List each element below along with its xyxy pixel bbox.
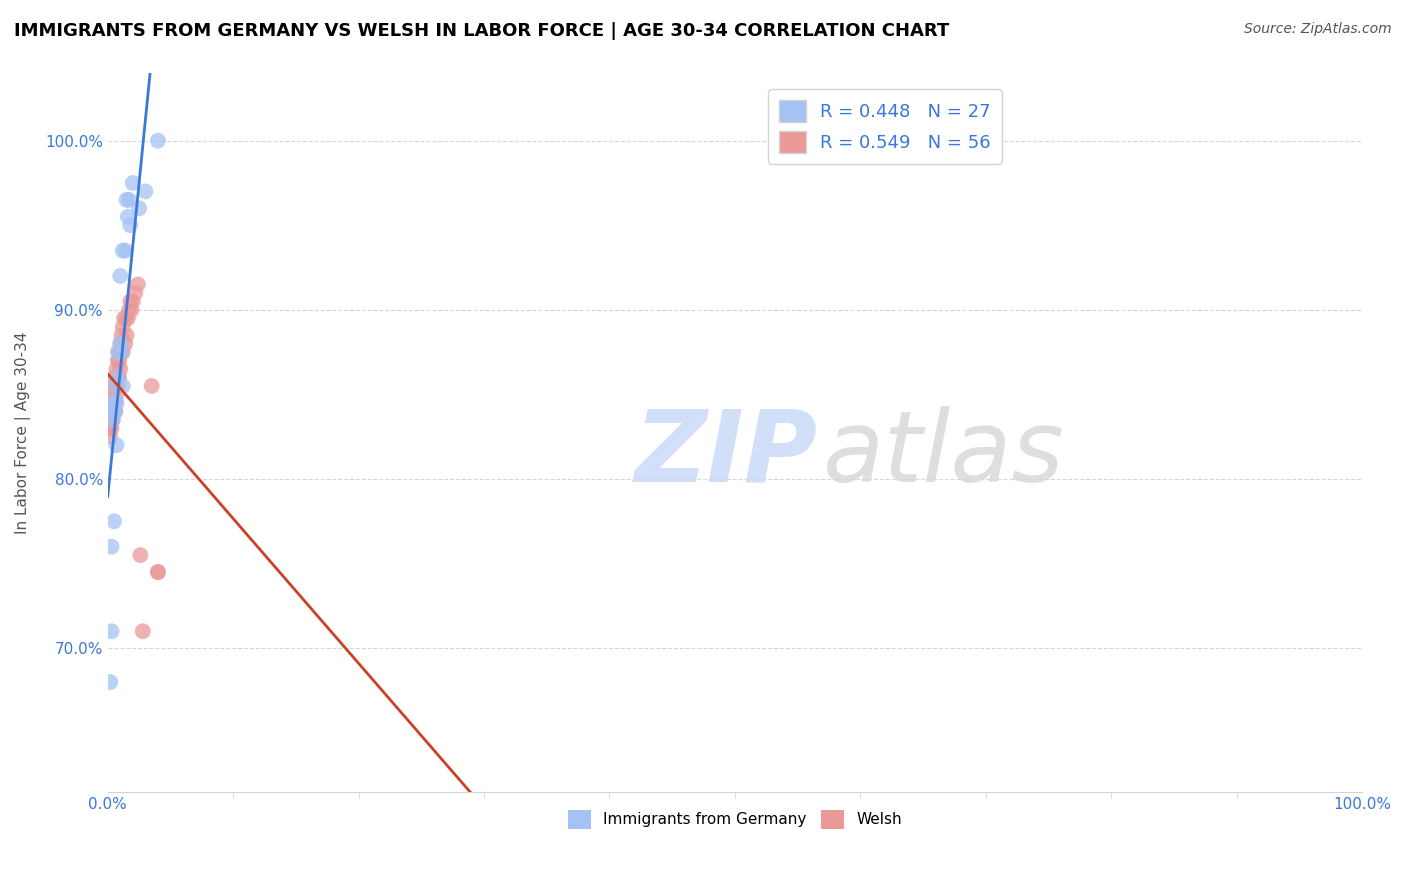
Point [98,404,121,418]
Point [104,379,127,393]
Point [114,336,136,351]
Point [108,353,131,368]
Point [118,193,141,207]
Point [103,514,125,528]
Point [124,285,146,300]
Point [111,244,134,258]
Point [132,624,155,639]
Point [98,396,121,410]
Point [120,294,142,309]
Point [118,302,141,317]
Point [108,370,131,384]
Point [110,345,132,359]
Point [98,404,121,418]
Point [117,210,139,224]
Point [107,345,129,359]
Point [107,370,129,384]
Point [104,396,127,410]
Point [103,396,125,410]
Point [105,362,128,376]
Point [104,379,127,393]
Point [107,353,129,368]
Point [105,387,128,401]
Point [100,624,122,639]
Point [108,345,131,359]
Point [110,336,132,351]
Point [112,311,135,326]
Point [110,268,132,283]
Point [103,379,125,393]
Point [120,219,142,233]
Text: ZIP: ZIP [634,406,817,502]
Point [98,421,121,435]
Point [115,193,138,207]
Point [100,413,122,427]
Point [100,540,122,554]
Point [110,328,132,343]
Point [103,404,125,418]
Point [98,421,121,435]
Point [105,438,128,452]
Point [121,176,143,190]
Y-axis label: In Labor Force | Age 30-34: In Labor Force | Age 30-34 [15,331,31,533]
Point [100,421,122,435]
Point [110,345,132,359]
Point [146,565,169,579]
Text: atlas: atlas [823,406,1064,502]
Point [101,396,124,410]
Point [110,345,132,359]
Point [98,430,121,444]
Point [101,404,124,418]
Point [146,565,169,579]
Point [107,370,129,384]
Point [115,328,138,343]
Point [121,302,143,317]
Point [111,379,134,393]
Point [104,404,127,418]
Point [101,404,124,418]
Point [98,413,121,427]
Point [111,345,134,359]
Point [100,404,122,418]
Point [127,277,149,292]
Point [115,311,138,326]
Point [129,548,152,562]
Text: Source: ZipAtlas.com: Source: ZipAtlas.com [1244,22,1392,37]
Text: IMMIGRANTS FROM GERMANY VS WELSH IN LABOR FORCE | AGE 30-34 CORRELATION CHART: IMMIGRANTS FROM GERMANY VS WELSH IN LABO… [14,22,949,40]
Point [117,311,139,326]
Point [101,413,124,427]
Point [100,404,122,418]
Point [98,413,121,427]
Point [111,319,134,334]
Point [105,396,128,410]
Point [114,244,136,258]
Point [104,404,127,418]
Point [101,387,124,401]
Point [110,336,132,351]
Point [121,294,143,309]
Point [128,202,150,216]
Legend: Immigrants from Germany, Welsh: Immigrants from Germany, Welsh [561,804,908,835]
Point [107,379,129,393]
Point [101,413,124,427]
Point [141,379,163,393]
Point [110,362,132,376]
Point [105,370,128,384]
Point [134,185,156,199]
Point [146,134,169,148]
Point [98,413,121,427]
Point [103,396,125,410]
Point [98,675,121,690]
Point [104,370,127,384]
